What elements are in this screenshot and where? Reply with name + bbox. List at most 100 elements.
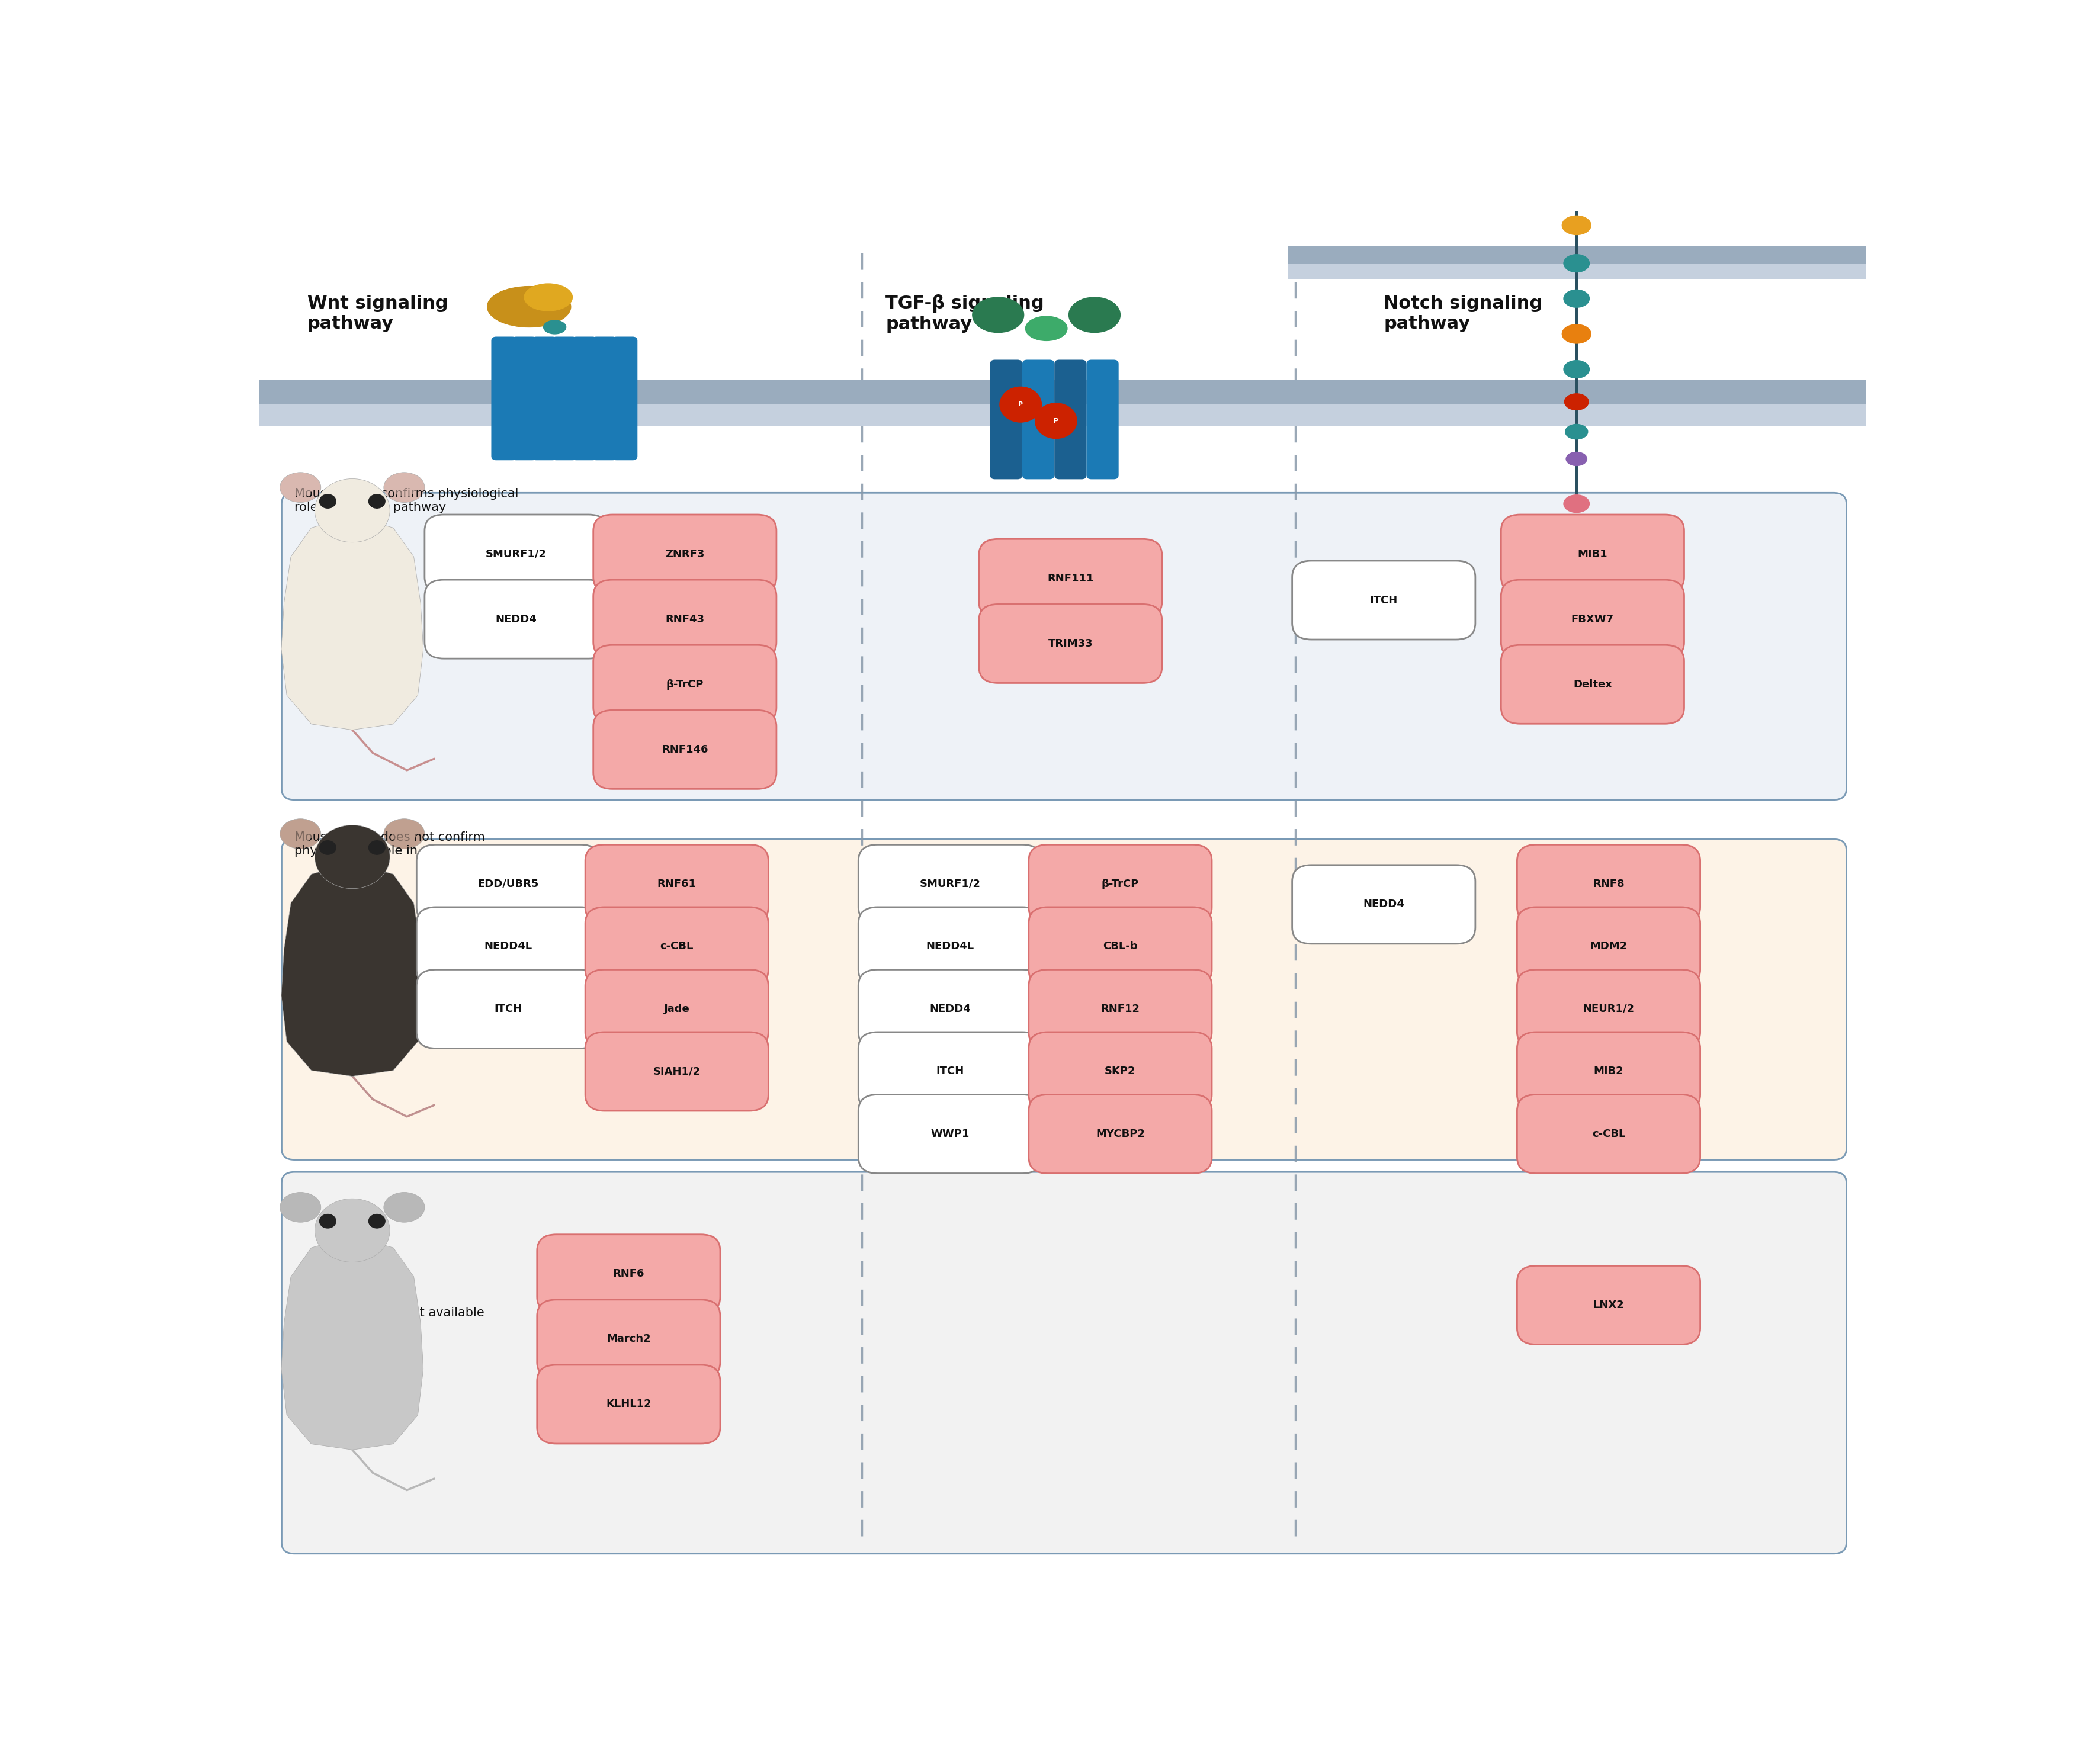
Ellipse shape <box>1563 215 1590 235</box>
FancyBboxPatch shape <box>1517 970 1700 1048</box>
Ellipse shape <box>384 818 425 848</box>
FancyBboxPatch shape <box>593 711 777 789</box>
Text: Notch signaling
pathway: Notch signaling pathway <box>1385 295 1542 332</box>
FancyBboxPatch shape <box>1287 245 1866 263</box>
FancyBboxPatch shape <box>1028 845 1213 923</box>
FancyBboxPatch shape <box>1086 360 1119 480</box>
Text: NEDD4: NEDD4 <box>495 614 537 624</box>
FancyBboxPatch shape <box>991 360 1022 480</box>
FancyBboxPatch shape <box>1517 1094 1700 1173</box>
Ellipse shape <box>1563 138 1590 155</box>
Text: RNF61: RNF61 <box>657 878 697 889</box>
FancyBboxPatch shape <box>572 337 597 460</box>
FancyBboxPatch shape <box>585 970 769 1048</box>
Text: P: P <box>1018 402 1024 407</box>
Text: MIB2: MIB2 <box>1594 1065 1623 1076</box>
Circle shape <box>1034 404 1076 439</box>
Text: RNF111: RNF111 <box>1047 573 1095 584</box>
Text: MYCBP2: MYCBP2 <box>1097 1129 1144 1140</box>
FancyBboxPatch shape <box>551 337 576 460</box>
Ellipse shape <box>1563 289 1590 307</box>
FancyBboxPatch shape <box>1028 1094 1213 1173</box>
Text: NEDD4: NEDD4 <box>929 1004 970 1014</box>
Text: Wnt signaling
pathway: Wnt signaling pathway <box>307 295 448 332</box>
FancyBboxPatch shape <box>591 337 618 460</box>
Ellipse shape <box>288 478 313 497</box>
FancyBboxPatch shape <box>512 337 537 460</box>
Ellipse shape <box>1565 452 1588 466</box>
Ellipse shape <box>392 478 417 497</box>
Circle shape <box>369 494 386 508</box>
FancyBboxPatch shape <box>858 907 1041 986</box>
FancyBboxPatch shape <box>1291 561 1476 640</box>
FancyBboxPatch shape <box>282 840 1847 1159</box>
FancyBboxPatch shape <box>537 1300 719 1378</box>
Ellipse shape <box>1563 254 1590 272</box>
FancyBboxPatch shape <box>858 970 1041 1048</box>
Text: SKP2: SKP2 <box>1105 1065 1136 1076</box>
Ellipse shape <box>1565 425 1588 439</box>
FancyBboxPatch shape <box>282 1171 1847 1554</box>
Circle shape <box>369 1214 386 1228</box>
Text: CBL-b: CBL-b <box>1103 942 1138 953</box>
Text: NEDD4L: NEDD4L <box>927 942 974 953</box>
Text: TRIM33: TRIM33 <box>1049 639 1092 649</box>
Text: ITCH: ITCH <box>937 1065 964 1076</box>
FancyBboxPatch shape <box>1517 845 1700 923</box>
Ellipse shape <box>384 473 425 503</box>
Circle shape <box>319 1214 336 1228</box>
FancyBboxPatch shape <box>1055 360 1086 480</box>
FancyBboxPatch shape <box>259 404 1866 427</box>
Polygon shape <box>282 863 423 1076</box>
Ellipse shape <box>524 284 572 310</box>
FancyBboxPatch shape <box>425 515 607 593</box>
Ellipse shape <box>1070 298 1119 333</box>
Ellipse shape <box>1563 360 1590 377</box>
FancyBboxPatch shape <box>1501 580 1683 658</box>
Text: KLHL12: KLHL12 <box>605 1399 651 1409</box>
Text: RNF43: RNF43 <box>665 614 705 624</box>
Ellipse shape <box>280 473 321 503</box>
Text: NEDD4: NEDD4 <box>1364 900 1403 910</box>
FancyBboxPatch shape <box>1028 907 1213 986</box>
FancyBboxPatch shape <box>1517 907 1700 986</box>
Text: RNF8: RNF8 <box>1592 878 1625 889</box>
FancyBboxPatch shape <box>1022 360 1055 480</box>
FancyBboxPatch shape <box>978 605 1163 683</box>
Circle shape <box>999 386 1041 422</box>
Text: NEDD4L: NEDD4L <box>485 942 533 953</box>
Ellipse shape <box>1563 325 1590 344</box>
FancyBboxPatch shape <box>585 907 769 986</box>
Ellipse shape <box>384 1192 425 1222</box>
Text: MDM2: MDM2 <box>1590 942 1627 953</box>
Text: ITCH: ITCH <box>493 1004 522 1014</box>
Text: Mouse model confirms physiological
role in selected pathway: Mouse model confirms physiological role … <box>294 487 518 513</box>
Text: ZNRF3: ZNRF3 <box>665 549 705 559</box>
Text: Mouse model not yet available: Mouse model not yet available <box>294 1307 485 1319</box>
Circle shape <box>369 841 386 854</box>
Ellipse shape <box>1565 393 1588 409</box>
FancyBboxPatch shape <box>1501 515 1683 593</box>
FancyBboxPatch shape <box>425 580 607 658</box>
Text: c-CBL: c-CBL <box>1592 1129 1625 1140</box>
FancyBboxPatch shape <box>593 580 777 658</box>
Text: EDD/UBR5: EDD/UBR5 <box>477 878 539 889</box>
Text: FBXW7: FBXW7 <box>1571 614 1615 624</box>
Ellipse shape <box>280 1192 321 1222</box>
FancyBboxPatch shape <box>858 1094 1041 1173</box>
FancyBboxPatch shape <box>531 337 558 460</box>
Ellipse shape <box>1563 178 1590 198</box>
Ellipse shape <box>972 298 1024 333</box>
Text: NEUR1/2: NEUR1/2 <box>1584 1004 1634 1014</box>
Ellipse shape <box>487 286 570 326</box>
FancyBboxPatch shape <box>1291 864 1476 944</box>
Text: Mouse model does not confirm
physiological role in selected pathway: Mouse model does not confirm physiologic… <box>294 831 531 857</box>
FancyBboxPatch shape <box>417 970 599 1048</box>
FancyBboxPatch shape <box>491 337 516 460</box>
FancyBboxPatch shape <box>858 845 1041 923</box>
FancyBboxPatch shape <box>593 515 777 593</box>
Text: SIAH1/2: SIAH1/2 <box>653 1065 701 1076</box>
Text: TGF-β signaling
pathway: TGF-β signaling pathway <box>885 295 1045 333</box>
FancyBboxPatch shape <box>259 379 1866 404</box>
Text: Jade: Jade <box>663 1004 690 1014</box>
